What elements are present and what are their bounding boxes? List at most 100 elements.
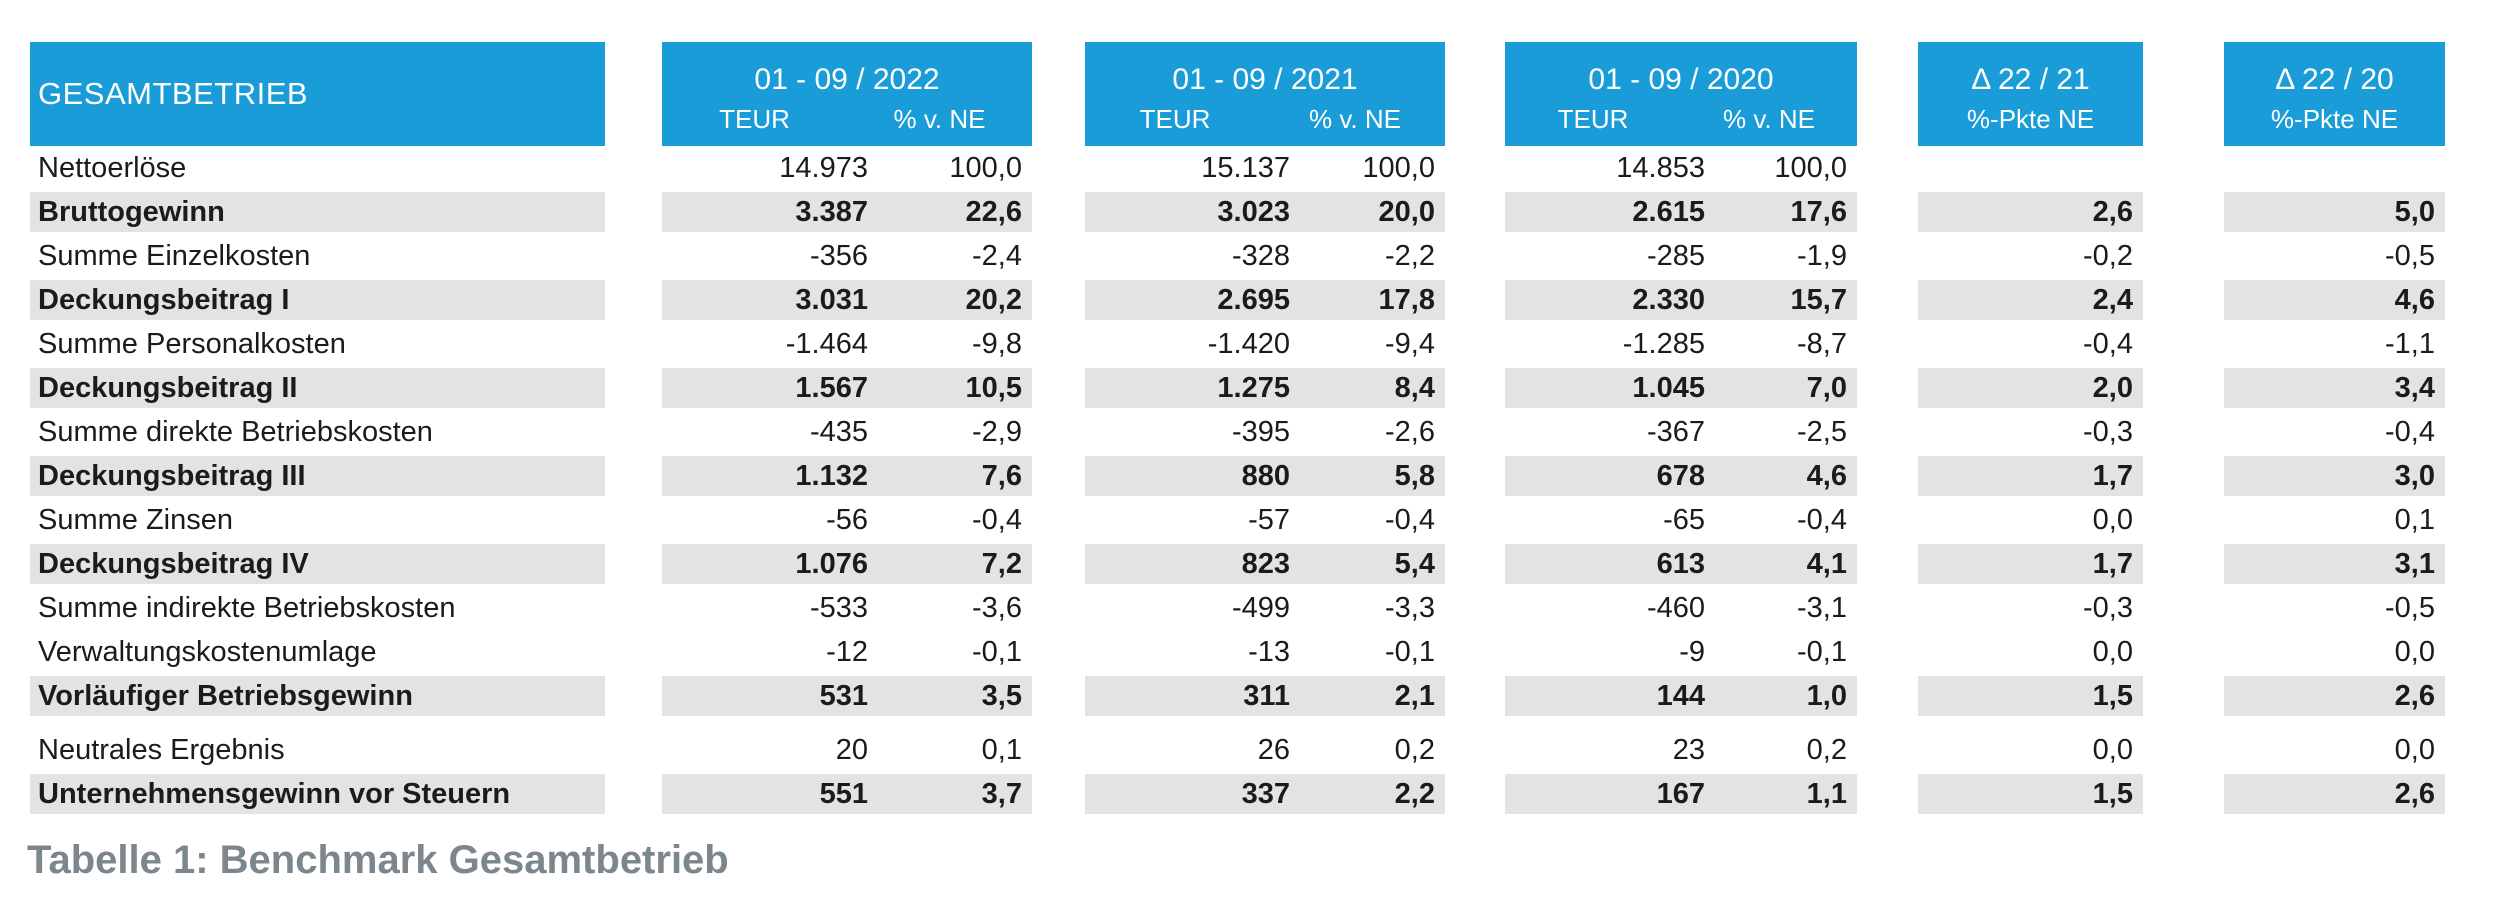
column-gap [1857, 280, 1918, 320]
column-header-delta-22-21-label: Δ 22 / 21 [1971, 63, 2090, 96]
column-header-2021: 01 - 09 / 2021 TEUR % v. NE [1085, 42, 1445, 146]
value-2020-teur: 2.330 [1505, 280, 1705, 320]
column-header-delta-22-20: Δ 22 / 20 %-Pkte NE [2224, 42, 2445, 146]
value-2021-pct-ne: -2,6 [1385, 416, 1435, 448]
value-2021-teur: 2.695 [1085, 280, 1290, 320]
column-header-2020: 01 - 09 / 2020 TEUR % v. NE [1505, 42, 1857, 146]
column-gap [2143, 774, 2224, 814]
value-2021-teur: 1.275 [1085, 368, 1290, 408]
column-gap [2143, 544, 2224, 584]
column-gap [605, 236, 662, 276]
table-header: GESAMTBETRIEB 01 - 09 / 2022 TEUR % v. N… [30, 42, 2445, 146]
column-gap [1445, 632, 1505, 672]
value-2021-pct-ne: -9,4 [1385, 328, 1435, 360]
value-delta-22-21: -0,2 [2083, 240, 2133, 272]
value-2020-teur: -1.285 [1622, 328, 1705, 360]
row-label: Verwaltungskostenumlage [38, 636, 377, 668]
value-2020-teur: -367 [1646, 416, 1705, 448]
table-row: Deckungsbeitrag II 1.567 10,5 1.275 8,4 … [30, 368, 2445, 408]
value-2022-pct-ne: 3,7 [868, 774, 1032, 814]
value-2021-pct-ne: -2,2 [1385, 240, 1435, 272]
column-gap [605, 774, 662, 814]
column-gap [1857, 500, 1918, 540]
column-header-2020-label: 01 - 09 / 2020 [1588, 63, 1774, 96]
column-gap [1032, 148, 1085, 188]
row-label: Unternehmensgewinn vor Steuern [30, 774, 605, 814]
value-delta-22-21: -0,3 [2083, 592, 2133, 624]
value-2021-pct-ne: 2,1 [1290, 676, 1445, 716]
value-2020-teur: 1.045 [1505, 368, 1705, 408]
value-2020-teur: 2.615 [1505, 192, 1705, 232]
column-gap [1857, 148, 1918, 188]
subheader-pct-pkte-ne: %-Pkte NE [1966, 104, 2095, 134]
value-2022-pct-ne: 0,1 [981, 734, 1022, 766]
value-delta-22-20: 5,0 [2224, 192, 2445, 232]
column-gap [2143, 412, 2224, 452]
value-2020-teur: 167 [1505, 774, 1705, 814]
value-2022-teur: 531 [662, 676, 868, 716]
value-delta-22-20: 0,0 [2394, 636, 2435, 668]
column-header-delta-22-21: Δ 22 / 21 %-Pkte NE [1918, 42, 2143, 146]
subheader-teur: TEUR [1557, 104, 1629, 134]
table-row: Summe Einzelkosten -356 -2,4 -328 -2,2 -… [30, 236, 2445, 276]
value-2020-pct-ne: -1,9 [1797, 240, 1847, 272]
value-delta-22-20: 2,6 [2224, 774, 2445, 814]
subheader-pct-ne: % v. NE [1309, 104, 1401, 134]
value-2021-teur: -1.420 [1207, 328, 1290, 360]
value-2020-teur: 23 [1672, 734, 1705, 766]
table-row: Verwaltungskostenumlage -12 -0,1 -13 -0,… [30, 632, 2445, 672]
column-gap [2143, 676, 2224, 716]
table-row: Nettoerlöse 14.973 100,0 15.137 100,0 14… [30, 148, 2445, 188]
column-gap [1032, 676, 1085, 716]
value-2022-pct-ne: -2,9 [972, 416, 1022, 448]
row-label: Deckungsbeitrag III [30, 456, 605, 496]
value-delta-22-21: 2,4 [1918, 280, 2143, 320]
value-2021-teur: 15.137 [1201, 152, 1290, 184]
value-2022-pct-ne: 22,6 [868, 192, 1032, 232]
column-gap [1445, 588, 1505, 628]
value-2020-pct-ne: -0,4 [1797, 504, 1847, 536]
value-2020-pct-ne: -8,7 [1797, 328, 1847, 360]
value-2022-teur: 1.567 [662, 368, 868, 408]
column-gap [1857, 774, 1918, 814]
table-row: Summe Zinsen -56 -0,4 -57 -0,4 -65 -0,4 … [30, 500, 2445, 540]
column-gap [1445, 730, 1505, 770]
column-gap [1032, 236, 1085, 276]
value-2021-pct-ne: 2,2 [1290, 774, 1445, 814]
value-2020-pct-ne: 1,1 [1705, 774, 1857, 814]
value-2020-teur: -285 [1646, 240, 1705, 272]
value-2022-pct-ne: -0,4 [972, 504, 1022, 536]
column-gap [2143, 324, 2224, 364]
column-gap [1857, 456, 1918, 496]
table-row: Deckungsbeitrag III 1.132 7,6 880 5,8 67… [30, 456, 2445, 496]
value-2021-pct-ne: 100,0 [1362, 152, 1435, 184]
value-delta-22-21 [1918, 148, 2143, 188]
value-delta-22-21: -0,3 [2083, 416, 2133, 448]
column-gap [605, 192, 662, 232]
column-gap [605, 148, 662, 188]
value-2021-teur: 880 [1085, 456, 1290, 496]
table-row: Deckungsbeitrag IV 1.076 7,2 823 5,4 613… [30, 544, 2445, 584]
column-header-2022-subrow: TEUR % v. NE [662, 104, 1032, 146]
column-gap [1032, 280, 1085, 320]
column-gap [1445, 280, 1505, 320]
subheader-pct-ne: % v. NE [1723, 104, 1815, 134]
value-2021-teur: -57 [1248, 504, 1290, 536]
value-2022-pct-ne: -9,8 [972, 328, 1022, 360]
value-2022-teur: -12 [826, 636, 868, 668]
column-gap [1445, 676, 1505, 716]
column-gap [1445, 500, 1505, 540]
row-label: Summe Einzelkosten [38, 240, 311, 272]
table-row: Neutrales Ergebnis 20 0,1 26 0,2 23 0,2 … [30, 730, 2445, 770]
value-2022-pct-ne: 20,2 [868, 280, 1032, 320]
value-delta-22-20 [2224, 148, 2445, 188]
value-2022-pct-ne: 100,0 [949, 152, 1022, 184]
row-label: Deckungsbeitrag I [30, 280, 605, 320]
value-2022-teur: -533 [809, 592, 868, 624]
value-2021-teur: 311 [1085, 676, 1290, 716]
value-2020-pct-ne: 15,7 [1705, 280, 1857, 320]
table-row: Summe direkte Betriebskosten -435 -2,9 -… [30, 412, 2445, 452]
value-delta-22-20: 2,6 [2224, 676, 2445, 716]
column-gap [1032, 730, 1085, 770]
